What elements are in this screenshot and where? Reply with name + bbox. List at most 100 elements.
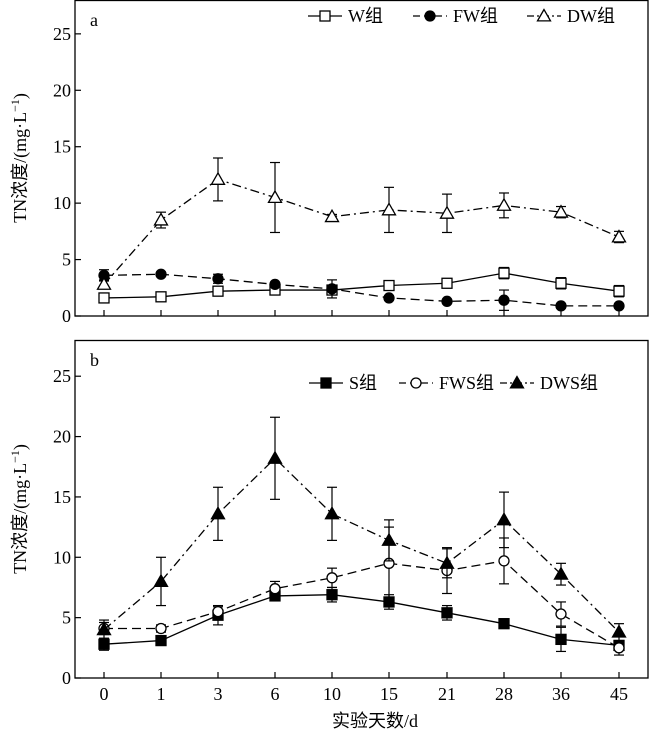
series-2 <box>98 526 625 656</box>
data-point <box>441 607 453 619</box>
x-tick-label: 10 <box>323 684 341 704</box>
panel-label: b <box>90 350 99 370</box>
data-point <box>210 506 226 520</box>
series-line <box>103 457 620 633</box>
data-point <box>269 278 281 291</box>
data-point <box>439 555 455 569</box>
data-point <box>383 292 395 304</box>
y-axis-title-close: ) <box>10 444 31 450</box>
data-point <box>98 638 110 650</box>
panel-b: 0 5 10 15 20 25 b TN浓度/(mg·L−1) S组 FWS组 DWS组 <box>8 339 649 688</box>
data-point <box>555 608 567 620</box>
series-3 <box>96 416 627 642</box>
data-point <box>210 171 226 185</box>
x-tick-label: 3 <box>214 684 223 704</box>
data-point <box>498 267 510 279</box>
data-point <box>98 292 110 304</box>
y-axis-title-exponent: −1 <box>8 99 22 112</box>
data-point <box>326 589 338 601</box>
data-point <box>155 634 167 647</box>
legend-marker <box>424 10 436 22</box>
data-point <box>555 633 567 646</box>
data-point <box>496 197 512 211</box>
data-point <box>212 273 224 285</box>
data-point <box>441 295 453 307</box>
y-tick-label: 10 <box>53 193 71 213</box>
data-point <box>555 300 567 312</box>
y-tick-label: 15 <box>53 137 71 157</box>
plot-frame <box>74 0 649 317</box>
y-tick-label: 25 <box>53 24 71 44</box>
series-line <box>104 560 620 649</box>
y-tick-label: 15 <box>53 487 71 507</box>
x-tick-label: 0 <box>100 684 109 704</box>
data-point <box>96 276 112 290</box>
data-point <box>553 566 569 580</box>
data-point <box>267 189 283 204</box>
data-point <box>613 285 625 297</box>
panel-label: a <box>90 10 98 30</box>
y-tick-label: 5 <box>62 608 71 628</box>
data-point <box>553 204 569 218</box>
data-point <box>326 283 338 295</box>
y-tick-label: 20 <box>53 427 71 447</box>
x-tick-label: 36 <box>552 684 570 704</box>
data-point <box>155 291 167 303</box>
data-point <box>496 512 512 526</box>
x-axis-title: 实验天数/d <box>332 711 418 731</box>
data-point <box>498 618 510 630</box>
data-point <box>613 642 625 654</box>
y-axis-title-main: TN浓度/(mg·L <box>10 112 31 223</box>
legend: W组 FW组 DW组 <box>308 6 615 26</box>
panel-a: 0 5 10 15 20 25 a TN浓度/(mg·L−1) W组 FW组 DW组 <box>8 0 649 326</box>
data-point <box>96 621 112 636</box>
data-point <box>439 205 455 219</box>
data-point <box>611 624 627 638</box>
data-point <box>155 268 167 280</box>
legend-label: DW组 <box>567 6 615 26</box>
data-point <box>326 572 338 584</box>
x-tick-label: 45 <box>610 684 628 704</box>
legend-label: S组 <box>349 373 377 393</box>
y-tick-label: 5 <box>62 250 71 270</box>
data-point <box>155 622 167 635</box>
plot-frame <box>74 339 649 679</box>
legend-marker <box>536 8 552 22</box>
series-line <box>103 178 620 285</box>
data-point <box>212 285 224 297</box>
data-point <box>555 277 567 289</box>
y-tick-label: 0 <box>62 306 71 326</box>
series-3 <box>96 157 627 290</box>
data-point <box>498 555 510 567</box>
shared-x-axis-labels: 0 1 3 6 10 15 21 28 36 45 <box>100 684 629 704</box>
legend-label: DWS组 <box>540 373 598 393</box>
series-1 <box>98 266 625 304</box>
data-point <box>381 532 397 546</box>
y-axis-title-main: TN浓度/(mg·L <box>10 463 31 574</box>
legend-marker <box>319 10 331 22</box>
legend-marker <box>320 377 332 389</box>
series-line <box>103 594 620 647</box>
data-point <box>153 212 169 226</box>
y-axis-title: TN浓度/(mg·L−1) <box>8 444 31 574</box>
y-tick-label: 10 <box>53 547 71 567</box>
data-point <box>381 202 397 216</box>
data-point <box>441 277 453 289</box>
legend-label: FWS组 <box>439 373 494 393</box>
series-line <box>103 273 619 307</box>
legend-label: FW组 <box>453 6 498 26</box>
y-tick-label: 25 <box>53 366 71 386</box>
legend-marker <box>509 375 525 389</box>
y-axis-title-close: ) <box>10 93 31 99</box>
legend: S组 FWS组 DWS组 <box>309 373 598 393</box>
series-1 <box>98 586 625 653</box>
data-point <box>153 573 169 587</box>
y-tick-label: 20 <box>53 80 71 100</box>
data-point <box>267 450 283 464</box>
data-point <box>212 605 224 618</box>
data-point <box>611 229 627 243</box>
data-point <box>324 208 340 223</box>
data-point <box>383 279 395 292</box>
y-axis-title-exponent: −1 <box>8 450 22 463</box>
data-point <box>498 294 510 306</box>
